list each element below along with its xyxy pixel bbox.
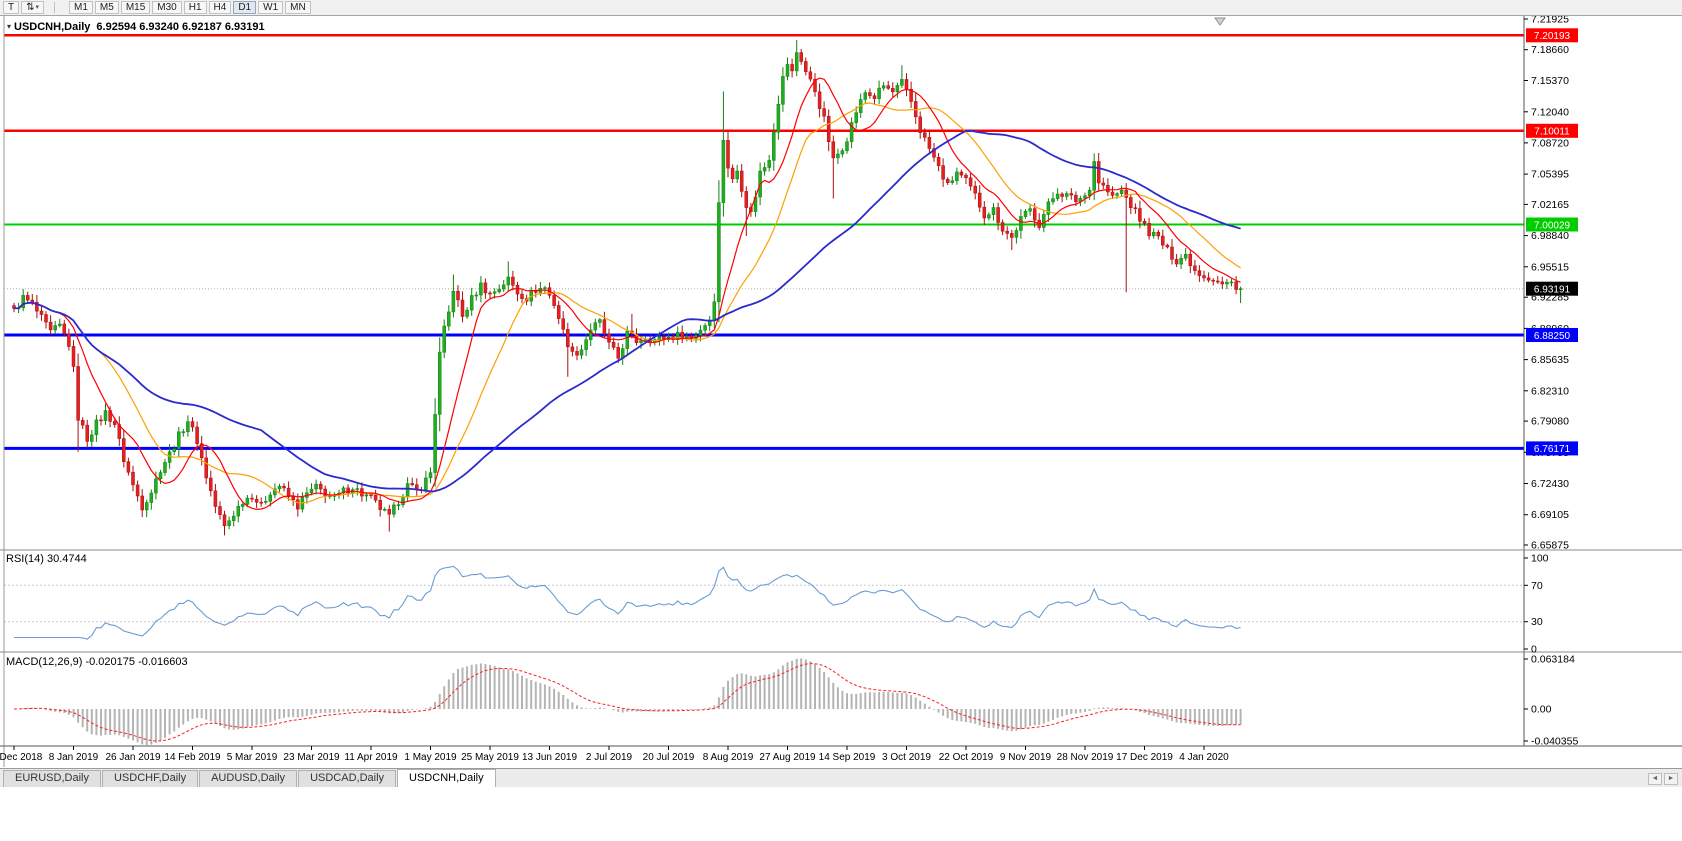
timeframe-button-h1[interactable]: H1 (183, 1, 207, 14)
svg-text:4 Jan 2020: 4 Jan 2020 (1179, 752, 1229, 763)
svg-text:6.98840: 6.98840 (1531, 230, 1569, 242)
level-price-labels: 7.20193 7.10011 7.00029 6.88250 6.76171 6.931… (1526, 28, 1578, 456)
chart-tab-usdcad[interactable]: USDCAD,Daily (298, 770, 397, 787)
rsi-plot (4, 565, 1524, 640)
chevron-down-icon: ▾ (35, 3, 40, 11)
svg-text:7.15370: 7.15370 (1531, 75, 1569, 87)
svg-text:6.69105: 6.69105 (1531, 509, 1569, 521)
chart-tab-bar: EURUSD,Daily USDCHF,Daily AUDUSD,Daily U… (0, 768, 1682, 787)
svg-text:6.95515: 6.95515 (1531, 261, 1569, 273)
svg-text:7.05395: 7.05395 (1531, 169, 1569, 181)
svg-text:6.82310: 6.82310 (1531, 385, 1569, 397)
svg-text:0.063184: 0.063184 (1531, 654, 1575, 666)
chart-expander-icon[interactable]: ▾ (7, 22, 12, 31)
svg-text:7.18660: 7.18660 (1531, 44, 1569, 56)
moving-average-lines (13, 77, 1241, 511)
svg-text:7.20193: 7.20193 (1534, 31, 1571, 42)
templates-button[interactable]: T (3, 1, 20, 14)
svg-text:20 Dec 2018: 20 Dec 2018 (0, 752, 43, 763)
timeframe-button-mn[interactable]: MN (285, 1, 311, 14)
svg-text:13 Jun 2019: 13 Jun 2019 (522, 752, 577, 763)
updown-arrows-icon: ⇅ (26, 1, 35, 13)
svg-text:7.10011: 7.10011 (1534, 127, 1570, 138)
svg-text:1 May 2019: 1 May 2019 (404, 752, 457, 763)
horizontal-levels (4, 34, 1524, 450)
svg-text:8 Aug 2019: 8 Aug 2019 (703, 752, 754, 763)
svg-text:14 Feb 2019: 14 Feb 2019 (164, 752, 221, 763)
svg-text:70: 70 (1531, 580, 1543, 592)
svg-text:7.00029: 7.00029 (1534, 220, 1571, 231)
svg-text:14 Sep 2019: 14 Sep 2019 (819, 752, 876, 763)
svg-text:7.21925: 7.21925 (1531, 16, 1569, 26)
pane-dividers (0, 16, 1682, 767)
chart-tab-usdchf[interactable]: USDCHF,Daily (101, 770, 199, 787)
symbol-timeframe-label: USDCNH,Daily (14, 21, 91, 33)
shift-marker-icon[interactable] (1214, 17, 1226, 26)
svg-text:6.76171: 6.76171 (1534, 444, 1571, 455)
candlestick-series (12, 39, 1243, 536)
time-scale[interactable]: 20 Dec 2018 8 Jan 2019 26 Jan 2019 14 Feb 2… (0, 746, 1229, 763)
timeframe-button-w1[interactable]: W1 (258, 1, 284, 14)
chart-tab-eurusd[interactable]: EURUSD,Daily (3, 770, 101, 787)
timeframe-button-h4[interactable]: H4 (208, 1, 232, 14)
svg-text:25 May 2019: 25 May 2019 (461, 752, 519, 763)
svg-text:7.02165: 7.02165 (1531, 199, 1569, 211)
svg-text:8 Jan 2019: 8 Jan 2019 (49, 752, 99, 763)
ohlc-values: 6.92594 6.93240 6.92187 6.93191 (96, 21, 265, 33)
tab-scroll-right-button[interactable]: ► (1664, 773, 1678, 785)
svg-text:28 Nov 2019: 28 Nov 2019 (1057, 752, 1114, 763)
chart-title: ▾ USDCNH,Daily 6.92594 6.93240 6.92187 6.9… (7, 21, 265, 33)
rsi-label: RSI(14) 30.4744 (6, 553, 87, 565)
svg-text:11 Apr 2019: 11 Apr 2019 (344, 752, 398, 763)
chart-tab-audusd[interactable]: AUDUSD,Daily (199, 770, 298, 787)
svg-text:17 Dec 2019: 17 Dec 2019 (1116, 752, 1173, 763)
svg-text:100: 100 (1531, 553, 1549, 565)
svg-text:6.65875: 6.65875 (1531, 540, 1569, 552)
svg-text:9 Nov 2019: 9 Nov 2019 (1000, 752, 1052, 763)
svg-text:6.85635: 6.85635 (1531, 354, 1569, 366)
svg-text:6.79080: 6.79080 (1531, 416, 1569, 428)
svg-text:3 Oct 2019: 3 Oct 2019 (882, 752, 931, 763)
svg-text:7.08720: 7.08720 (1531, 137, 1569, 149)
svg-text:0.00: 0.00 (1531, 704, 1552, 716)
toolbar: T ⇅ ▾ M1 M5 M15 M30 H1 H4 D1 W1 MN (0, 0, 1682, 16)
macd-label: MACD(12,26,9) -0.020175 -0.016603 (6, 656, 188, 668)
svg-text:7.12040: 7.12040 (1531, 106, 1569, 118)
svg-text:20 Jul 2019: 20 Jul 2019 (643, 752, 695, 763)
svg-text:6.72430: 6.72430 (1531, 478, 1569, 490)
svg-text:23 Mar 2019: 23 Mar 2019 (283, 752, 340, 763)
svg-text:27 Aug 2019: 27 Aug 2019 (759, 752, 816, 763)
svg-text:2 Jul 2019: 2 Jul 2019 (586, 752, 633, 763)
svg-text:6.88250: 6.88250 (1534, 331, 1571, 342)
timeframe-button-m1[interactable]: M1 (69, 1, 93, 14)
svg-text:26 Jan 2019: 26 Jan 2019 (105, 752, 160, 763)
chart-canvas[interactable]: 7.21925 7.18660 7.15370 7.12040 7.08720 7.053… (0, 16, 1682, 768)
timeframe-button-d1[interactable]: D1 (233, 1, 257, 14)
timeframe-button-m30[interactable]: M30 (152, 1, 182, 14)
tab-scroll-buttons: ◄ ► (1648, 773, 1678, 785)
toolbar-separator (54, 2, 56, 13)
svg-text:5 Mar 2019: 5 Mar 2019 (227, 752, 278, 763)
macd-plot (14, 658, 1242, 745)
status-bar (0, 787, 1682, 841)
svg-text:6.93191: 6.93191 (1534, 285, 1571, 296)
templates-icon: T (8, 1, 15, 13)
svg-text:22 Oct 2019: 22 Oct 2019 (939, 752, 994, 763)
svg-text:0: 0 (1531, 644, 1537, 656)
timeframe-button-m15[interactable]: M15 (120, 1, 151, 14)
chart-tab-usdcnh[interactable]: USDCNH,Daily (397, 769, 496, 787)
svg-text:-0.040355: -0.040355 (1531, 736, 1578, 748)
tab-scroll-left-button[interactable]: ◄ (1648, 773, 1662, 785)
svg-text:30: 30 (1531, 616, 1543, 628)
timeframe-button-m5[interactable]: M5 (94, 1, 119, 14)
cursor-tools-button[interactable]: ⇅ ▾ (21, 1, 45, 14)
chart-region[interactable]: 7.21925 7.18660 7.15370 7.12040 7.08720 7.053… (0, 16, 1682, 768)
